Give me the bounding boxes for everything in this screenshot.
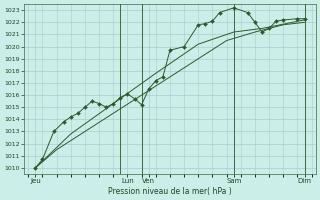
X-axis label: Pression niveau de la mer( hPa ): Pression niveau de la mer( hPa ) bbox=[108, 187, 232, 196]
